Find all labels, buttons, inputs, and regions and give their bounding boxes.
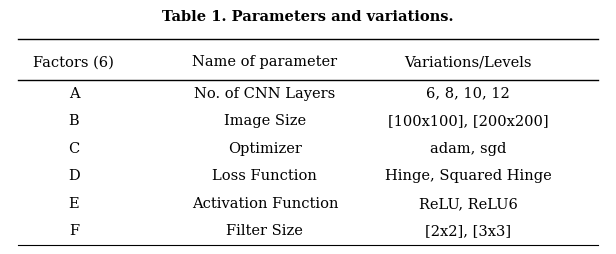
Text: [100x100], [200x200]: [100x100], [200x200]: [388, 114, 548, 128]
Text: Variations/Levels: Variations/Levels: [405, 55, 532, 69]
Text: Optimizer: Optimizer: [228, 142, 302, 156]
Text: B: B: [68, 114, 79, 128]
Text: A: A: [68, 87, 79, 101]
Text: Image Size: Image Size: [224, 114, 306, 128]
Text: Name of parameter: Name of parameter: [192, 55, 338, 69]
Text: C: C: [68, 142, 79, 156]
Text: Table 1. Parameters and variations.: Table 1. Parameters and variations.: [162, 10, 454, 24]
Text: adam, sgd: adam, sgd: [430, 142, 506, 156]
Text: ReLU, ReLU6: ReLU, ReLU6: [419, 197, 517, 211]
Text: E: E: [68, 197, 79, 211]
Text: Hinge, Squared Hinge: Hinge, Squared Hinge: [385, 169, 551, 183]
Text: Factors (6): Factors (6): [33, 55, 115, 69]
Text: 6, 8, 10, 12: 6, 8, 10, 12: [426, 87, 510, 101]
Text: [2x2], [3x3]: [2x2], [3x3]: [425, 224, 511, 238]
Text: Filter Size: Filter Size: [227, 224, 303, 238]
Text: D: D: [68, 169, 80, 183]
Text: Loss Function: Loss Function: [213, 169, 317, 183]
Text: No. of CNN Layers: No. of CNN Layers: [194, 87, 336, 101]
Text: F: F: [69, 224, 79, 238]
Text: Activation Function: Activation Function: [192, 197, 338, 211]
